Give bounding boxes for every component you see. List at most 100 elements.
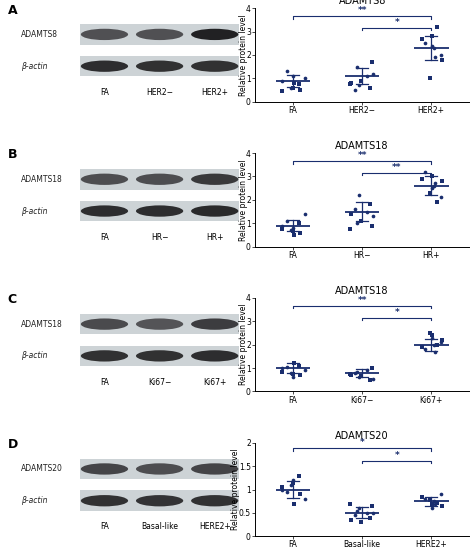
Text: C: C	[8, 293, 17, 306]
Text: HR−: HR−	[151, 233, 168, 241]
Point	[366, 513, 374, 522]
Text: FA: FA	[100, 522, 109, 531]
Point	[279, 221, 286, 230]
Text: *: *	[394, 450, 399, 460]
Ellipse shape	[136, 29, 183, 40]
Point	[363, 366, 370, 375]
Text: *: *	[360, 438, 365, 448]
Ellipse shape	[136, 174, 183, 185]
Point	[356, 373, 363, 382]
Ellipse shape	[81, 174, 128, 185]
Y-axis label: Relative protein level: Relative protein level	[238, 159, 247, 241]
Ellipse shape	[136, 318, 183, 330]
Point	[289, 373, 297, 382]
Point	[289, 370, 297, 378]
Point	[295, 361, 302, 370]
Text: β-actin: β-actin	[21, 351, 48, 360]
Point	[279, 483, 286, 492]
Point	[438, 193, 445, 202]
Point	[296, 490, 304, 499]
Point	[283, 487, 291, 496]
Point	[368, 221, 376, 230]
Point	[421, 494, 428, 503]
Title: ADAMTS8: ADAMTS8	[338, 0, 386, 6]
Point	[369, 69, 377, 78]
Bar	[80, 345, 239, 366]
Point	[438, 338, 445, 346]
Point	[289, 83, 297, 92]
Point	[346, 499, 354, 508]
Point	[351, 86, 359, 95]
Text: HR+: HR+	[206, 233, 223, 241]
Point	[295, 471, 302, 480]
Ellipse shape	[81, 495, 128, 507]
Point	[346, 224, 354, 233]
Point	[289, 227, 297, 236]
Text: Basal-like: Basal-like	[141, 522, 178, 531]
Text: Ki67−: Ki67−	[148, 377, 171, 387]
Point	[290, 79, 298, 87]
Ellipse shape	[136, 463, 183, 475]
Text: β-actin: β-actin	[21, 496, 48, 505]
Point	[369, 212, 377, 221]
Bar	[80, 169, 239, 190]
Point	[279, 76, 286, 85]
Ellipse shape	[81, 29, 128, 40]
Point	[368, 502, 376, 510]
Bar	[80, 56, 239, 76]
Point	[434, 198, 441, 207]
Text: **: **	[392, 163, 401, 172]
Bar	[80, 491, 239, 511]
Point	[428, 333, 436, 342]
Point	[290, 499, 298, 508]
Point	[347, 210, 355, 218]
Point	[357, 372, 365, 381]
Ellipse shape	[136, 205, 183, 217]
Point	[428, 499, 436, 508]
Text: ADAMTS18: ADAMTS18	[21, 320, 63, 328]
Point	[363, 207, 370, 216]
Point	[366, 83, 374, 92]
Point	[430, 182, 438, 190]
Point	[301, 74, 309, 82]
Point	[438, 336, 446, 344]
Point	[288, 226, 295, 235]
Text: HERE2+: HERE2+	[199, 522, 230, 531]
Text: Ki67+: Ki67+	[203, 377, 227, 387]
Point	[296, 86, 304, 95]
Ellipse shape	[81, 318, 128, 330]
Point	[357, 76, 365, 85]
Text: *: *	[394, 18, 399, 27]
Point	[428, 184, 436, 192]
Ellipse shape	[191, 205, 238, 217]
Text: β-actin: β-actin	[21, 207, 48, 216]
Point	[419, 174, 426, 183]
Title: ADAMTS18: ADAMTS18	[336, 141, 389, 151]
Ellipse shape	[191, 463, 238, 475]
Point	[434, 498, 441, 507]
Text: **: **	[357, 296, 367, 305]
Point	[283, 67, 291, 76]
Point	[421, 39, 428, 48]
Point	[283, 217, 291, 226]
Point	[427, 496, 434, 504]
Ellipse shape	[81, 205, 128, 217]
Point	[356, 81, 363, 90]
Point	[296, 371, 304, 380]
Text: A: A	[8, 4, 18, 16]
Y-axis label: Relative protein level: Relative protein level	[238, 304, 247, 386]
Point	[288, 368, 295, 377]
Point	[427, 328, 434, 337]
Point	[438, 177, 446, 185]
Point	[432, 347, 439, 356]
Point	[353, 367, 361, 376]
Point	[301, 366, 309, 375]
Point	[279, 364, 286, 372]
Bar	[80, 24, 239, 45]
Ellipse shape	[191, 318, 238, 330]
Point	[438, 51, 445, 59]
Point	[427, 74, 434, 82]
Point	[288, 83, 295, 92]
Title: ADAMTS18: ADAMTS18	[336, 286, 389, 296]
Point	[421, 345, 428, 354]
